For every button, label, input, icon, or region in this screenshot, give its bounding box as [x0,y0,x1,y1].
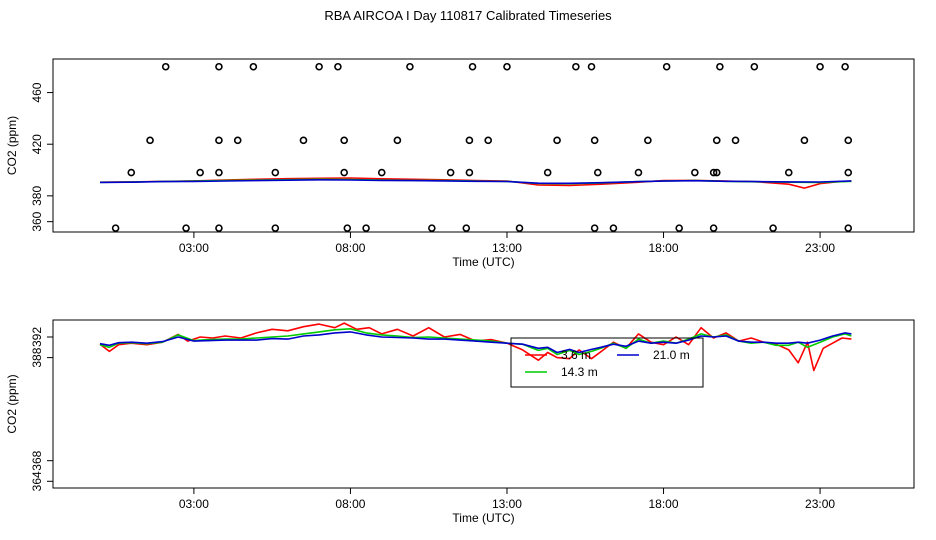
calibration-point [709,168,718,177]
calibration-point [428,224,436,232]
y-axis-title: CO2 (ppm) [5,374,19,433]
calibration-point [593,168,602,177]
calibration-point [215,224,223,232]
calibration-point [841,62,849,71]
y-tick-label: 460 [30,82,44,102]
x-tick-label: 08:00 [335,241,365,255]
calibration-point [716,62,724,71]
calibration-point [644,136,652,145]
series-line-21-0-m [99,179,852,185]
calibration-point [362,224,370,232]
calibration-point [844,224,853,232]
y-tick-label: 392 [30,327,44,347]
calibration-point [784,168,793,177]
calibration-point [462,224,471,232]
plot-frame [52,319,915,489]
calibration-point [182,224,190,232]
x-tick-label: 08:00 [335,497,365,511]
x-tick-label: 03:00 [179,241,209,255]
calibration-point [543,168,552,177]
calibration-point [334,62,342,71]
y-tick-label: 420 [30,134,44,154]
calibration-point [340,136,348,145]
calibration-point [465,168,474,177]
calibration-point [590,224,599,232]
calibration-point [712,168,721,177]
y-tick-label: 360 [30,211,44,231]
plot-frame [52,58,915,233]
calibration-point [315,62,323,71]
x-axis-title: Time (UTC) [452,511,514,525]
calibration-point [769,224,777,232]
series-line-3-6-m [99,177,852,189]
calibration-point [468,62,477,71]
calibration-point [215,62,223,71]
calibration-point [127,168,136,177]
calibration-point [844,136,853,145]
calibration-point [446,168,455,177]
calibration-point [572,62,580,71]
calibration-point [299,136,308,145]
chart-title: RBA AIRCOA I Day 110817 Calibrated Times… [324,8,612,23]
x-axis-title: Time (UTC) [452,255,514,269]
series-line-21-0-m [99,331,852,354]
calibration-point [634,168,643,177]
calibration-point [484,136,492,145]
calibration-point [465,136,474,145]
calibration-point [662,62,671,71]
y-tick-label: 380 [30,186,44,206]
x-tick-label: 23:00 [805,241,835,255]
calibration-point [196,168,204,177]
calibration-point [146,136,154,145]
legend-label: 3.6 m [561,348,591,362]
calibration-point [587,62,596,71]
calibration-point [215,168,223,177]
calibration-point [161,62,170,71]
y-tick-label: 368 [30,450,44,470]
y-tick-label: 388 [30,347,44,367]
x-tick-label: 13:00 [492,497,522,511]
legend-box [510,337,704,388]
calibration-point [590,136,599,145]
calibration-point [249,62,258,71]
calibration-point [406,62,414,71]
calibration-point [343,224,352,232]
calibration-point [800,136,809,145]
x-tick-label: 18:00 [649,241,679,255]
calibration-point [709,224,718,232]
calibration-point [393,136,402,145]
x-tick-label: 18:00 [649,497,679,511]
series-line-3-6-m [99,322,852,372]
bottom-panel: 03:00 08:00 13:00 18:00 23:00 Time (UTC) 36436… [5,319,915,525]
legend-label: 21.0 m [653,348,690,362]
calibration-point [816,62,824,71]
y-tick-label: 364 [30,471,44,491]
calibration-point [271,224,280,232]
top-panel: 03:00 08:00 13:00 18:00 23:00 Time (UTC) 360 38… [5,58,915,269]
calibration-point [271,168,280,177]
calibration-point [609,224,618,232]
calibration-point [111,224,120,232]
calibration-point [712,136,721,145]
calibration-point [731,136,740,145]
calibration-point [215,136,223,145]
x-tick-label: 13:00 [492,241,522,255]
calibration-point [553,136,561,145]
calibration-point [503,62,511,71]
calibration-point [691,168,699,177]
calibration-point [844,168,853,177]
calibration-point [515,224,524,232]
calibration-point [675,224,683,232]
legend-label: 14.3 m [561,365,598,379]
calibration-point [750,62,759,71]
x-tick-label: 23:00 [805,497,835,511]
calibration-point [340,168,348,177]
y-axis-title: CO2 (ppm) [5,116,19,175]
x-tick-label: 03:00 [179,497,209,511]
calibration-point [377,168,386,177]
calibration-point [233,136,242,145]
